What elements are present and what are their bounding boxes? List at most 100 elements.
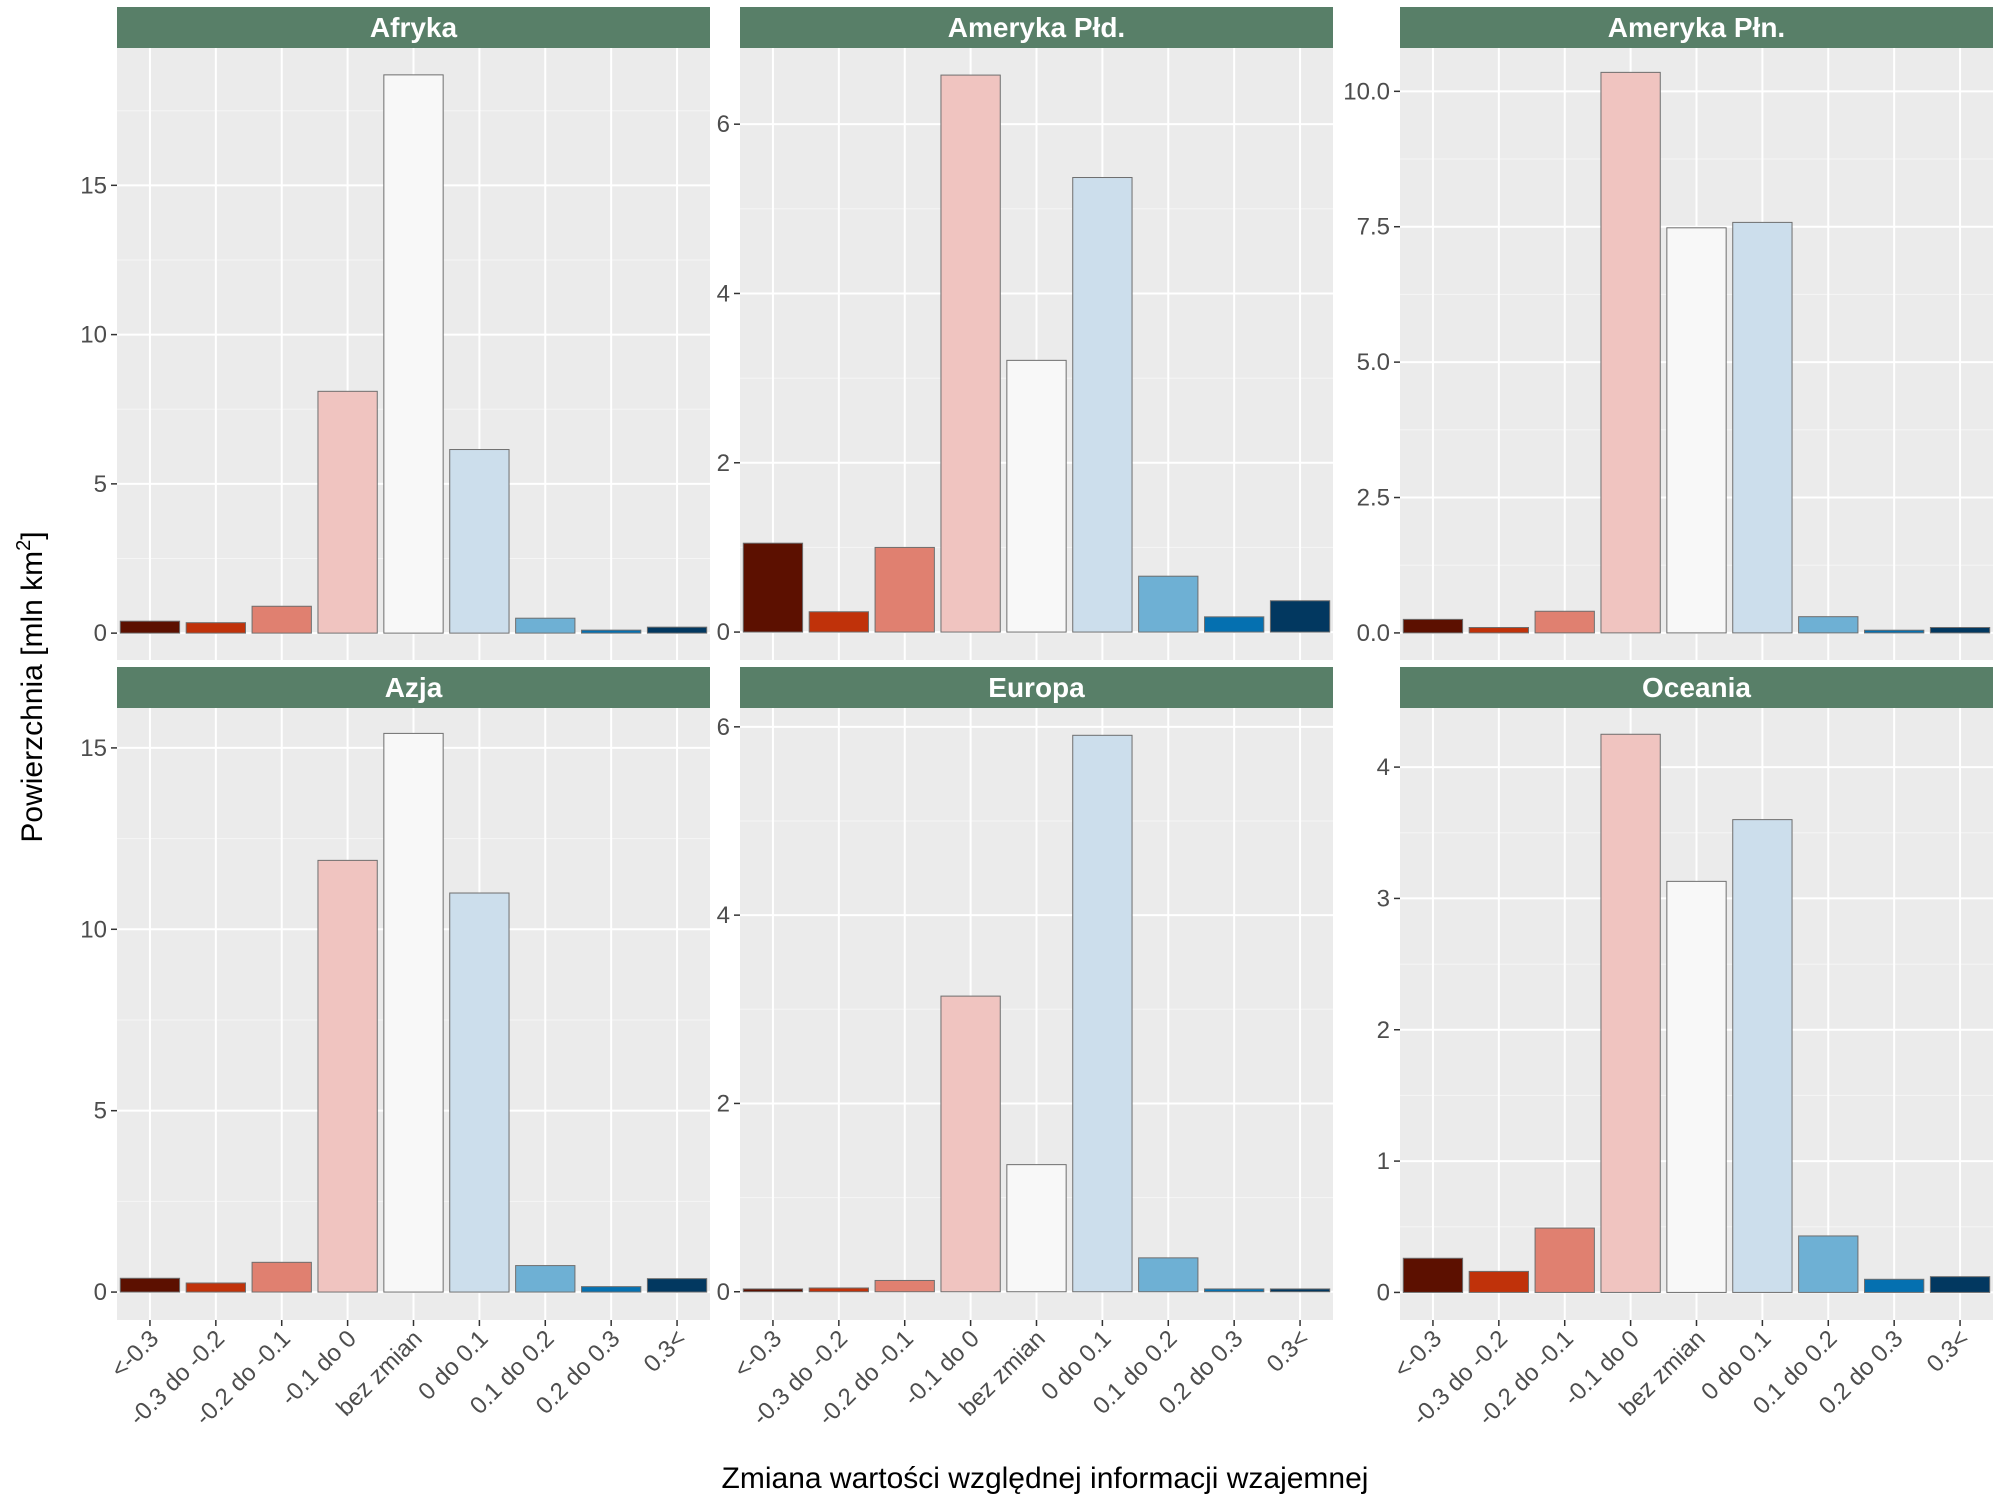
bar-ameryka-p-n-0 bbox=[1402, 618, 1464, 634]
panel-azja: Azja 0 5 10 15 bbox=[80, 667, 710, 1320]
x-axis-title: Zmiana wartości względnej informacji wza… bbox=[722, 1462, 1369, 1495]
panel-oceania: Oceania 0 1 2 3 4 bbox=[1377, 667, 1993, 1320]
y-tick-label: 6 bbox=[717, 714, 730, 741]
bar-azja-8 bbox=[646, 1278, 708, 1293]
y-axis-title-superscript: 2 bbox=[13, 540, 35, 551]
bar-oceania-3 bbox=[1600, 733, 1661, 1293]
bar-ameryka-p-d-1 bbox=[808, 611, 869, 633]
bar-ameryka-p-n-7 bbox=[1864, 629, 1925, 634]
y-tick-label: 4 bbox=[717, 280, 730, 307]
bar-ameryka-p-n-5 bbox=[1732, 221, 1793, 634]
bar-ameryka-p-n-6 bbox=[1798, 616, 1859, 634]
bar-oceania-8 bbox=[1929, 1276, 1991, 1293]
y-tick-label: 1 bbox=[1377, 1148, 1390, 1175]
bar-ameryka-p-d-5 bbox=[1072, 177, 1133, 633]
bar-oceania-6 bbox=[1798, 1235, 1859, 1293]
bar-europa-1 bbox=[808, 1287, 869, 1293]
bar-azja-0 bbox=[119, 1277, 181, 1293]
bar-afryka-0 bbox=[119, 620, 181, 634]
bar-azja-2 bbox=[251, 1261, 312, 1293]
x-tick-label: 0.3< bbox=[639, 1325, 692, 1378]
bar-oceania-4 bbox=[1666, 880, 1727, 1293]
bar-europa-3 bbox=[940, 995, 1001, 1293]
y-tick-label: 0 bbox=[94, 620, 107, 647]
bar-ameryka-p-d-0 bbox=[742, 542, 804, 633]
y-axis-title: Powierzchnia [mln km2] bbox=[13, 531, 49, 842]
y-tick-label: 2 bbox=[717, 450, 730, 477]
bar-oceania-5 bbox=[1732, 819, 1793, 1293]
bar-ameryka-p-n-3 bbox=[1600, 71, 1661, 634]
y-tick-label: 10 bbox=[80, 916, 107, 943]
facet-title: Europa bbox=[988, 672, 1085, 703]
facet-strip bbox=[1400, 667, 1993, 708]
panel-ameryka-p-d: Ameryka Płd. 0 2 4 6 bbox=[717, 7, 1333, 660]
facet-title: Oceania bbox=[1642, 672, 1751, 703]
bar-ameryka-p-d-2 bbox=[874, 546, 935, 633]
bar-azja-6 bbox=[515, 1265, 576, 1293]
x-tick-label: <-0.3 bbox=[729, 1325, 787, 1383]
facet-title: Afryka bbox=[370, 12, 458, 43]
x-tick-label: 0.3< bbox=[1262, 1325, 1315, 1378]
bar-europa-8 bbox=[1269, 1288, 1331, 1293]
y-tick-label: 0 bbox=[717, 1279, 730, 1306]
bar-ameryka-p-n-1 bbox=[1468, 627, 1529, 634]
bar-afryka-1 bbox=[185, 622, 246, 634]
y-tick-label: 6 bbox=[717, 111, 730, 138]
bar-ameryka-p-n-8 bbox=[1929, 627, 1991, 634]
y-tick-label: 5.0 bbox=[1357, 349, 1390, 376]
bar-azja-7 bbox=[581, 1286, 642, 1293]
bar-ameryka-p-d-8 bbox=[1269, 600, 1331, 633]
panel-afryka: Afryka 0 5 10 15 bbox=[80, 7, 710, 660]
y-tick-label: 2 bbox=[717, 1090, 730, 1117]
bar-oceania-0 bbox=[1402, 1257, 1464, 1293]
x-tick-label: <-0.3 bbox=[106, 1325, 164, 1383]
facet-strip bbox=[117, 7, 710, 48]
y-tick-label: 3 bbox=[1377, 885, 1390, 912]
bar-afryka-8 bbox=[646, 626, 708, 634]
bar-ameryka-p-n-2 bbox=[1534, 610, 1595, 634]
bar-afryka-4 bbox=[383, 74, 444, 634]
bar-azja-4 bbox=[383, 732, 444, 1293]
y-tick-label: 5 bbox=[94, 471, 107, 498]
y-tick-label: 0 bbox=[717, 619, 730, 646]
y-tick-label: 4 bbox=[717, 902, 730, 929]
y-tick-label: 2.5 bbox=[1357, 485, 1390, 512]
facet-strip bbox=[740, 667, 1333, 708]
facet-title: Azja bbox=[385, 672, 443, 703]
x-tick-label: 0.3< bbox=[1922, 1325, 1975, 1378]
y-tick-label: 10 bbox=[80, 322, 107, 349]
facet-title: Ameryka Płd. bbox=[948, 12, 1125, 43]
bar-oceania-2 bbox=[1534, 1227, 1595, 1293]
bar-azja-1 bbox=[185, 1282, 246, 1293]
y-tick-label: 7.5 bbox=[1357, 214, 1390, 241]
y-axis-title-close: ] bbox=[16, 531, 49, 539]
bar-europa-5 bbox=[1072, 734, 1133, 1293]
bar-azja-3 bbox=[317, 859, 378, 1293]
y-tick-label: 2 bbox=[1377, 1017, 1390, 1044]
facet-strip bbox=[1400, 7, 1993, 48]
facet-strip bbox=[740, 7, 1333, 48]
bar-ameryka-p-d-4 bbox=[1006, 359, 1067, 633]
bar-afryka-3 bbox=[317, 390, 378, 634]
y-tick-label: 0 bbox=[1377, 1279, 1390, 1306]
bar-afryka-5 bbox=[449, 449, 510, 634]
bar-ameryka-p-d-6 bbox=[1138, 575, 1199, 633]
bar-afryka-2 bbox=[251, 605, 312, 634]
bar-azja-5 bbox=[449, 892, 510, 1293]
facet-strip bbox=[117, 667, 710, 708]
bar-europa-4 bbox=[1006, 1164, 1067, 1293]
bar-afryka-6 bbox=[515, 617, 576, 634]
bar-oceania-7 bbox=[1864, 1278, 1925, 1293]
facet-title: Ameryka Płn. bbox=[1608, 12, 1785, 43]
y-tick-label: 4 bbox=[1377, 754, 1390, 781]
y-axis-title-main: Powierzchnia [mln km bbox=[16, 551, 49, 843]
bar-ameryka-p-d-7 bbox=[1204, 616, 1265, 633]
bar-oceania-1 bbox=[1468, 1270, 1529, 1293]
bar-ameryka-p-n-4 bbox=[1666, 227, 1727, 634]
y-tick-label: 0 bbox=[94, 1279, 107, 1306]
y-tick-label: 10.0 bbox=[1343, 78, 1390, 105]
y-tick-label: 15 bbox=[80, 172, 107, 199]
bar-europa-7 bbox=[1204, 1288, 1265, 1293]
